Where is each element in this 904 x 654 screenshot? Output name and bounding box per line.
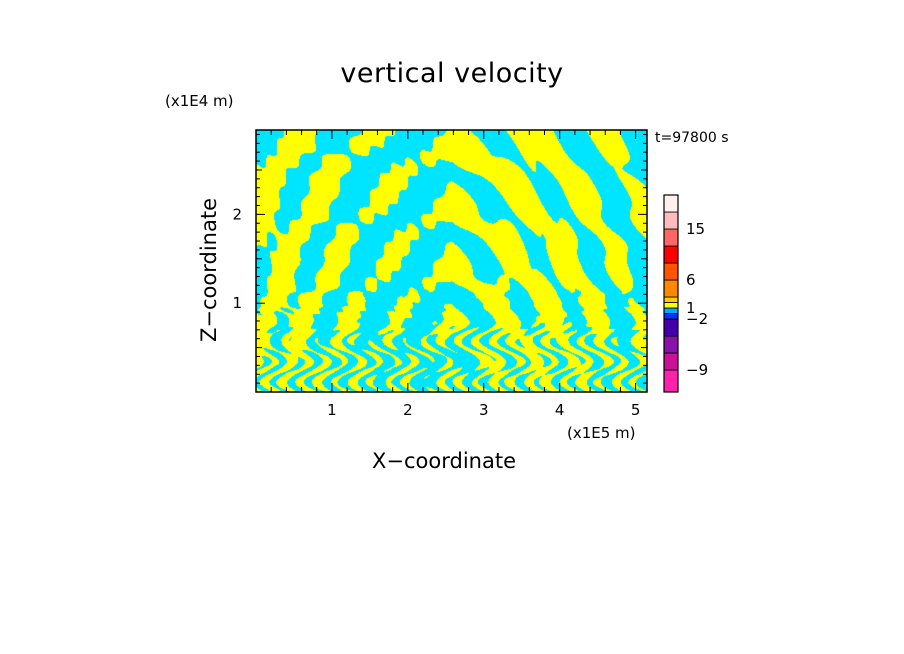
- x-tick-label: 4: [555, 401, 565, 419]
- colorbar-label: 15: [686, 220, 705, 238]
- colorbar: 15 6 1−2 −9: [663, 194, 708, 393]
- y-tick-label: 1: [232, 294, 242, 312]
- colorbar-label: −2: [686, 310, 708, 328]
- colorbar-segment: [663, 245, 679, 264]
- colorbar-segment: [663, 369, 679, 393]
- time-label: t=97800 s: [655, 130, 729, 146]
- colorbar-segment: [663, 318, 679, 337]
- velocity-field: [256, 130, 647, 392]
- chart-title: vertical velocity: [340, 58, 564, 89]
- colorbar-label: 1: [686, 299, 696, 317]
- colorbar-segment: [663, 313, 679, 320]
- velocity-texture: [256, 130, 647, 392]
- colorbar-label: −9: [686, 361, 708, 379]
- colorbar-label: 6: [686, 271, 696, 289]
- colorbar-frame: [663, 194, 679, 393]
- colorbar-segment: [663, 262, 679, 281]
- colorbar-segment: [663, 228, 679, 247]
- x-tick-label: 2: [403, 401, 413, 419]
- colorbar-segment: [663, 335, 679, 354]
- axes: 1 2 3 4 5 1 2: [232, 130, 647, 419]
- colorbar-segment: [663, 279, 679, 298]
- colorbar-segment: [663, 302, 679, 309]
- x-tick-label: 5: [631, 401, 641, 419]
- plot-frame: [255, 129, 648, 393]
- x-tick-label: 3: [479, 401, 489, 419]
- colorbar-segment: [663, 296, 679, 303]
- x-axis-multiplier: (x1E5 m): [567, 424, 636, 442]
- colorbar-segment: [663, 211, 679, 230]
- colorbar-segment: [663, 307, 679, 314]
- y-axis-multiplier: (x1E4 m): [165, 92, 234, 110]
- colorbar-segment: [663, 352, 679, 371]
- x-tick-label: 1: [327, 401, 337, 419]
- y-tick-label: 2: [232, 205, 242, 223]
- colorbar-segment: [663, 194, 679, 213]
- x-axis-label: X−coordinate: [372, 449, 516, 473]
